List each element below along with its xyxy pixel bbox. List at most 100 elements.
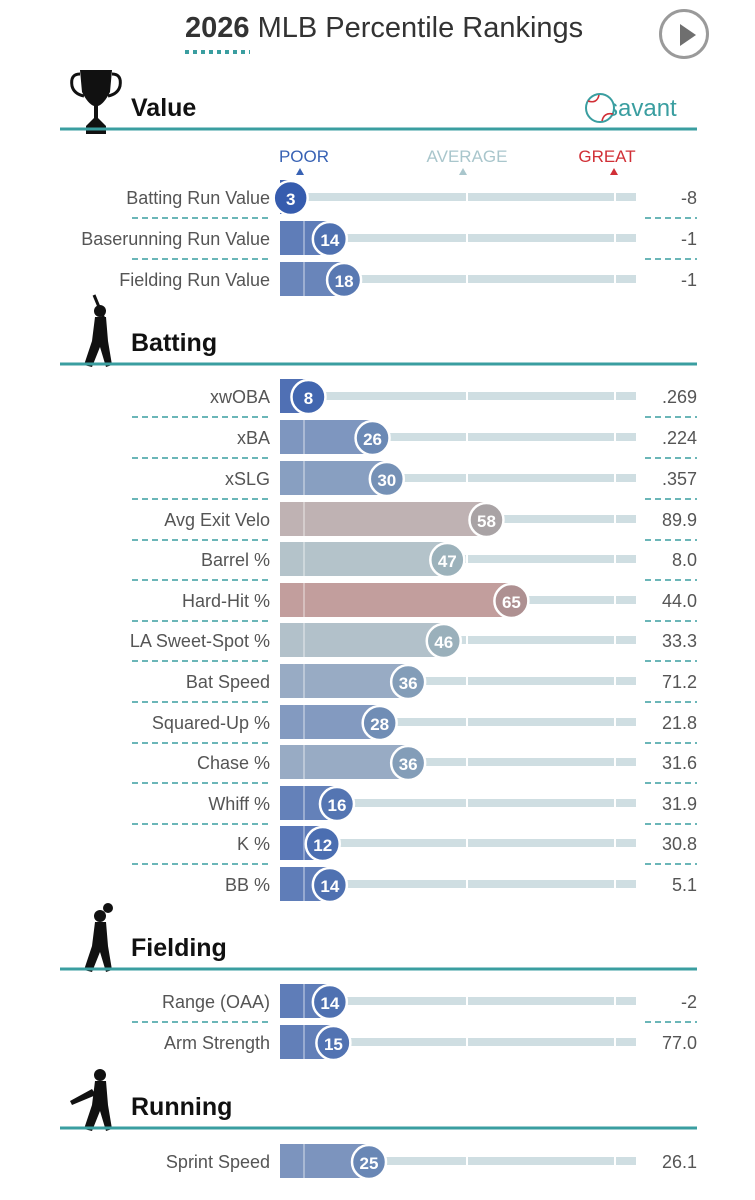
metric-label: xSLG — [225, 469, 270, 489]
percentile-bar — [280, 664, 409, 698]
metric-row: Whiff % 31.9 16 — [132, 785, 697, 825]
section-running: Running Sprint Speed 26.1 25 — [60, 1069, 697, 1181]
metric-value: 33.3 — [662, 631, 697, 651]
percentile-bubble — [468, 501, 505, 539]
metric-row: Batting Run Value -8 3 — [126, 179, 697, 219]
metric-value: 31.9 — [662, 794, 697, 814]
percentile-track — [280, 193, 636, 201]
percentile-number: 8 — [304, 389, 313, 408]
metric-row: Fielding Run Value -1 18 — [119, 261, 697, 299]
section-title-fielding: Fielding — [131, 934, 227, 962]
metric-value: 8.0 — [672, 550, 697, 570]
metric-value: 77.0 — [662, 1033, 697, 1053]
section-fielding: Fielding Range (OAA) -2 14 Arm Strength 77.0 1… — [60, 903, 697, 1062]
percentile-number: 15 — [324, 1035, 343, 1054]
metric-row: BB % 5.1 14 — [225, 866, 697, 904]
page-title: 2026 MLB Percentile Rankings — [185, 12, 583, 44]
metric-label: xBA — [237, 428, 270, 448]
metric-label: Barrel % — [201, 550, 270, 570]
percentile-bubble — [368, 460, 406, 498]
play-button[interactable] — [659, 9, 709, 59]
metric-value: 26.1 — [662, 1152, 697, 1172]
percentile-bar — [280, 583, 512, 617]
metric-row: K % 30.8 12 — [132, 825, 697, 865]
average-marker — [459, 168, 467, 175]
metric-label: Hard-Hit % — [182, 591, 270, 611]
percentile-number: 14 — [320, 877, 339, 896]
percentile-track — [280, 839, 636, 847]
percentile-track — [280, 718, 636, 726]
metric-label: Chase % — [197, 753, 270, 773]
section-batting: Batting xwOBA .269 8 xBA .224 26 xSLG .357 30 Avg … — [60, 294, 697, 904]
metric-value: .269 — [662, 387, 697, 407]
percentile-bubble — [354, 419, 391, 457]
metric-value: -8 — [681, 188, 697, 208]
percentile-track — [280, 997, 636, 1005]
percentile-number: 46 — [434, 633, 453, 652]
percentile-track — [280, 234, 636, 242]
metric-value: 21.8 — [662, 713, 697, 733]
percentile-bubble — [272, 179, 309, 217]
metric-label: Batting Run Value — [126, 188, 270, 208]
percentile-number: 3 — [286, 190, 295, 209]
percentile-bubble — [429, 541, 466, 579]
metric-label: LA Sweet-Spot % — [130, 631, 270, 651]
percentile-track — [280, 474, 636, 482]
metric-value: 5.1 — [672, 875, 697, 895]
percentile-bubble — [389, 663, 427, 701]
percentile-number: 18 — [335, 272, 354, 291]
percentile-number: 14 — [320, 231, 339, 250]
percentile-bubble — [361, 704, 398, 742]
percentile-track — [280, 880, 636, 888]
percentile-track — [280, 758, 636, 766]
fielder-icon — [84, 903, 113, 972]
metric-label: Bat Speed — [186, 672, 270, 692]
scale-label-poor: POOR — [279, 147, 329, 166]
metric-value: .224 — [662, 428, 697, 448]
metric-row: Avg Exit Velo 89.9 58 — [132, 501, 697, 541]
metric-row: Chase % 31.6 36 — [132, 744, 697, 784]
batter-icon — [84, 294, 112, 367]
metric-value: 89.9 — [662, 510, 697, 530]
metric-row: Hard-Hit % 44.0 65 — [132, 582, 697, 622]
percentile-bubble — [311, 220, 349, 258]
metric-label: BB % — [225, 875, 270, 895]
metric-label: Avg Exit Velo — [164, 510, 270, 530]
percentile-track — [280, 275, 636, 283]
metric-value: -1 — [681, 229, 697, 249]
metric-label: K % — [237, 834, 270, 854]
percentile-bar — [280, 502, 487, 536]
poor-marker — [296, 168, 304, 175]
percentile-bar — [280, 745, 409, 779]
metric-label: Fielding Run Value — [119, 270, 270, 290]
percentile-number: 58 — [477, 512, 496, 531]
metric-value: -2 — [681, 992, 697, 1012]
percentile-number: 12 — [313, 836, 332, 855]
metric-row: xSLG .357 30 — [132, 460, 697, 500]
percentile-bubble — [350, 1143, 388, 1181]
percentile-bubble — [315, 1024, 352, 1062]
section-title-value: Value — [131, 94, 196, 122]
percentile-number: 65 — [502, 593, 521, 612]
metric-row: Sprint Speed 26.1 25 — [166, 1143, 697, 1181]
metric-label: Sprint Speed — [166, 1152, 270, 1172]
percentile-track — [280, 677, 636, 685]
percentile-bubble — [425, 622, 463, 660]
percentile-track — [280, 799, 636, 807]
metric-row: xBA .224 26 — [132, 419, 697, 459]
metric-label: xwOBA — [210, 387, 270, 407]
percentile-bubble — [318, 785, 356, 823]
percentile-number: 36 — [399, 674, 418, 693]
percentile-number: 16 — [327, 796, 346, 815]
percentile-bubble — [325, 261, 363, 299]
scale-label-great: GREAT — [578, 147, 635, 166]
metric-value: 30.8 — [662, 834, 697, 854]
runner-icon — [70, 1069, 112, 1131]
metric-value: 44.0 — [662, 591, 697, 611]
percentile-bar — [280, 542, 448, 576]
metric-label: Baserunning Run Value — [81, 229, 270, 249]
percentile-number: 26 — [363, 430, 382, 449]
metric-row: Barrel % 8.0 47 — [132, 541, 697, 581]
percentile-track — [280, 433, 636, 441]
